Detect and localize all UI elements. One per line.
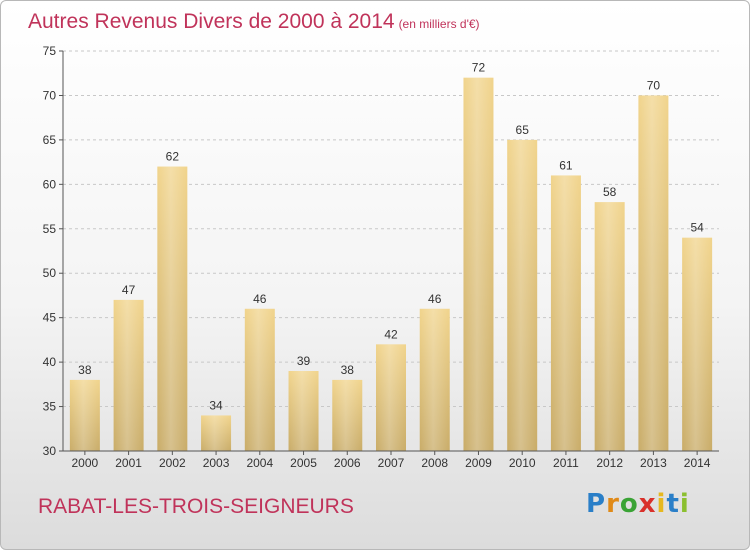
x-tick-label: 2012	[596, 456, 623, 470]
x-tick-label: 2009	[465, 456, 492, 470]
bar-sheen-2011	[550, 175, 581, 451]
y-tick-label: 45	[43, 311, 57, 325]
bar-value-label: 46	[253, 292, 267, 306]
bar-value-label: 47	[122, 283, 136, 297]
bar-sheen-2013	[638, 95, 669, 451]
x-tick-label: 2003	[203, 456, 230, 470]
x-tick-label: 2008	[421, 456, 448, 470]
bar-sheen-2002	[157, 166, 188, 452]
x-tick-label: 2005	[290, 456, 317, 470]
bar-value-label: 72	[472, 61, 486, 75]
bar-value-label: 34	[209, 398, 223, 412]
town-name: RABAT-LES-TROIS-SEIGNEURS	[38, 495, 354, 518]
bar-sheen-2003	[201, 415, 232, 451]
axis-layer: 30 35 40 45 50 55 60 65 70 75 38 2000 47 2001 62 2002 34…	[43, 44, 719, 470]
y-tick-label: 55	[43, 222, 57, 236]
bar-value-label: 38	[78, 363, 92, 377]
bar-layer	[69, 77, 713, 452]
y-tick-label: 60	[43, 177, 57, 191]
bar-value-label: 42	[384, 327, 398, 341]
bar-sheen-2010	[507, 139, 538, 451]
chart-subtitle: (en milliers d'€)	[398, 17, 480, 31]
x-tick-label: 2006	[334, 456, 361, 470]
proxiti-logo: Proxiti	[586, 489, 690, 519]
bar-value-label: 58	[603, 185, 617, 199]
bar-sheen-2014	[682, 237, 713, 451]
bar-sheen-2000	[69, 379, 100, 451]
x-tick-label: 2011	[553, 456, 579, 470]
y-tick-label: 65	[43, 133, 57, 147]
y-tick-label: 50	[43, 266, 57, 280]
y-tick-label: 70	[43, 88, 57, 102]
y-tick-label: 30	[43, 444, 57, 458]
bar-sheen-2001	[113, 299, 144, 451]
bar-value-label: 65	[516, 123, 530, 137]
bar-sheen-2012	[594, 202, 625, 451]
bar-value-label: 38	[341, 363, 355, 377]
bar-sheen-2008	[419, 308, 450, 451]
bar-value-label: 39	[297, 354, 311, 368]
bar-sheen-2009	[463, 77, 494, 452]
x-tick-label: 2013	[640, 456, 667, 470]
bar-value-label: 62	[166, 150, 180, 164]
bar-sheen-2004	[244, 308, 275, 451]
bar-value-label: 61	[559, 158, 573, 172]
x-tick-label: 2002	[159, 456, 186, 470]
x-tick-label: 2004	[246, 456, 273, 470]
bar-sheen-2005	[288, 371, 319, 451]
x-tick-label: 2000	[72, 456, 99, 470]
x-tick-label: 2001	[115, 456, 142, 470]
y-tick-label: 40	[43, 355, 57, 369]
x-tick-label: 2010	[509, 456, 536, 470]
x-tick-label: 2014	[684, 456, 711, 470]
x-tick-label: 2007	[378, 456, 405, 470]
chart-title-text: Autres Revenus Divers de 2000 à 2014	[28, 10, 395, 33]
bar-sheen-2007	[376, 344, 406, 451]
y-tick-label: 75	[43, 44, 57, 58]
bar-value-label: 54	[690, 221, 704, 235]
chart-title: Autres Revenus Divers de 2000 à 2014 (en …	[28, 10, 480, 34]
bar-sheen-2006	[332, 379, 363, 451]
bar-value-label: 70	[647, 78, 661, 92]
y-tick-label: 35	[43, 400, 57, 414]
bar-value-label: 46	[428, 292, 442, 306]
